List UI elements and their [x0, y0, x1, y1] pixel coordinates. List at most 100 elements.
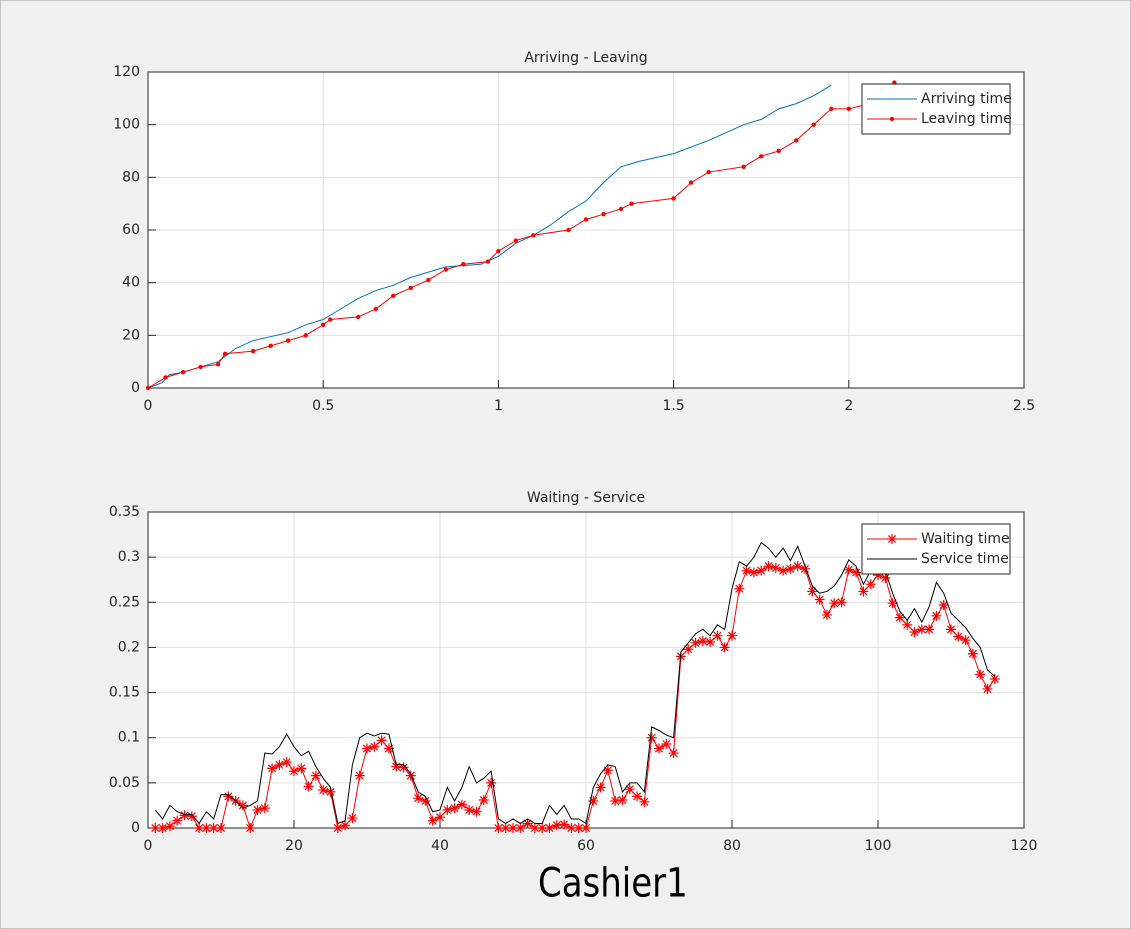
marker-dot [250, 348, 256, 354]
marker-dot [180, 370, 186, 375]
marker-star [223, 791, 234, 802]
marker-dot [215, 362, 221, 367]
marker-star [785, 563, 796, 574]
x-tick-label: 1 [494, 398, 503, 414]
x-tick-label: 100 [865, 838, 892, 854]
marker-star [537, 823, 548, 833]
marker-star [325, 786, 336, 797]
legend-box [861, 523, 1011, 575]
marker-star [208, 823, 219, 833]
y-tick-label: 20 [122, 327, 140, 343]
legend-box [861, 83, 1011, 135]
marker-star [865, 579, 876, 590]
y-tick-label: 120 [113, 64, 140, 80]
chart-title: Arriving - Leaving [524, 50, 647, 66]
marker-dot [356, 314, 361, 320]
marker-star [814, 594, 825, 605]
marker-star [821, 609, 832, 620]
marker-dot [629, 201, 634, 206]
marker-star [924, 624, 935, 635]
marker-star [194, 823, 205, 833]
marker-dot [513, 238, 519, 243]
marker-star [340, 820, 351, 831]
marker-dot [759, 154, 764, 159]
marker-star [683, 644, 694, 655]
marker-dot [566, 227, 571, 233]
series-line [147, 82, 895, 389]
marker-star [281, 757, 292, 768]
marker-star [391, 761, 402, 772]
marker-star [551, 820, 562, 831]
marker-dot [285, 338, 291, 343]
marker-star [902, 619, 913, 630]
marker-star [310, 770, 321, 781]
marker-star [296, 763, 307, 774]
marker-dot [706, 169, 711, 175]
marker-dot [408, 285, 413, 291]
marker-star [982, 683, 993, 694]
chart-title: Waiting - Service [527, 490, 645, 506]
marker-star [573, 823, 584, 833]
marker-star [259, 803, 270, 814]
marker-star [807, 586, 818, 597]
marker-star [705, 637, 716, 648]
marker-dot [461, 262, 466, 267]
x-tick-label: 0.5 [312, 398, 334, 414]
marker-star [303, 781, 314, 792]
marker-star [369, 741, 380, 752]
marker-star [216, 823, 226, 833]
marker-star [690, 637, 701, 648]
marker-star [989, 674, 1000, 685]
marker-dot [443, 267, 449, 272]
marker-star [529, 823, 540, 833]
marker-star [894, 612, 905, 623]
marker-star [734, 583, 745, 594]
marker-star [588, 795, 599, 806]
marker-star [471, 806, 482, 817]
legend-label: Arriving time [921, 91, 1012, 107]
y-tick-label: 0 [131, 820, 140, 836]
marker-dot [303, 333, 308, 338]
marker-star [748, 567, 759, 578]
marker-star [267, 763, 278, 774]
marker-star [873, 570, 883, 581]
series-line [147, 84, 832, 389]
marker-star [946, 624, 956, 635]
marker-star [960, 635, 971, 646]
marker-star [245, 823, 256, 833]
x-tick-label: 80 [723, 838, 741, 854]
marker-star [727, 630, 737, 641]
marker-star [617, 795, 628, 806]
marker-star [712, 630, 723, 641]
marker-star [646, 732, 657, 743]
marker-star [201, 823, 212, 833]
marker-star [953, 631, 964, 642]
marker-star [362, 743, 372, 754]
marker-star [383, 743, 394, 754]
legend-label: Leaving time [921, 111, 1012, 127]
x-tick-label: 60 [577, 838, 595, 854]
marker-star [252, 804, 263, 815]
y-tick-label: 0.3 [118, 549, 140, 565]
axes-box [147, 71, 1025, 389]
marker-dot [889, 116, 895, 122]
marker-dot [583, 217, 589, 222]
x-tick-label: 0 [144, 838, 153, 854]
marker-star [916, 624, 927, 635]
marker-star [880, 572, 891, 583]
marker-star [237, 800, 248, 811]
marker-dot [222, 351, 228, 356]
marker-star [836, 597, 847, 608]
marker-star [157, 823, 168, 833]
marker-star [909, 627, 920, 638]
marker-star [887, 598, 898, 609]
marker-star [800, 563, 810, 574]
marker-star [741, 565, 752, 576]
marker-star [486, 777, 497, 788]
y-tick-label: 0.25 [109, 594, 140, 610]
marker-dot [373, 306, 378, 312]
marker-star [508, 823, 518, 833]
marker-dot [794, 138, 799, 143]
marker-dot [601, 212, 606, 217]
